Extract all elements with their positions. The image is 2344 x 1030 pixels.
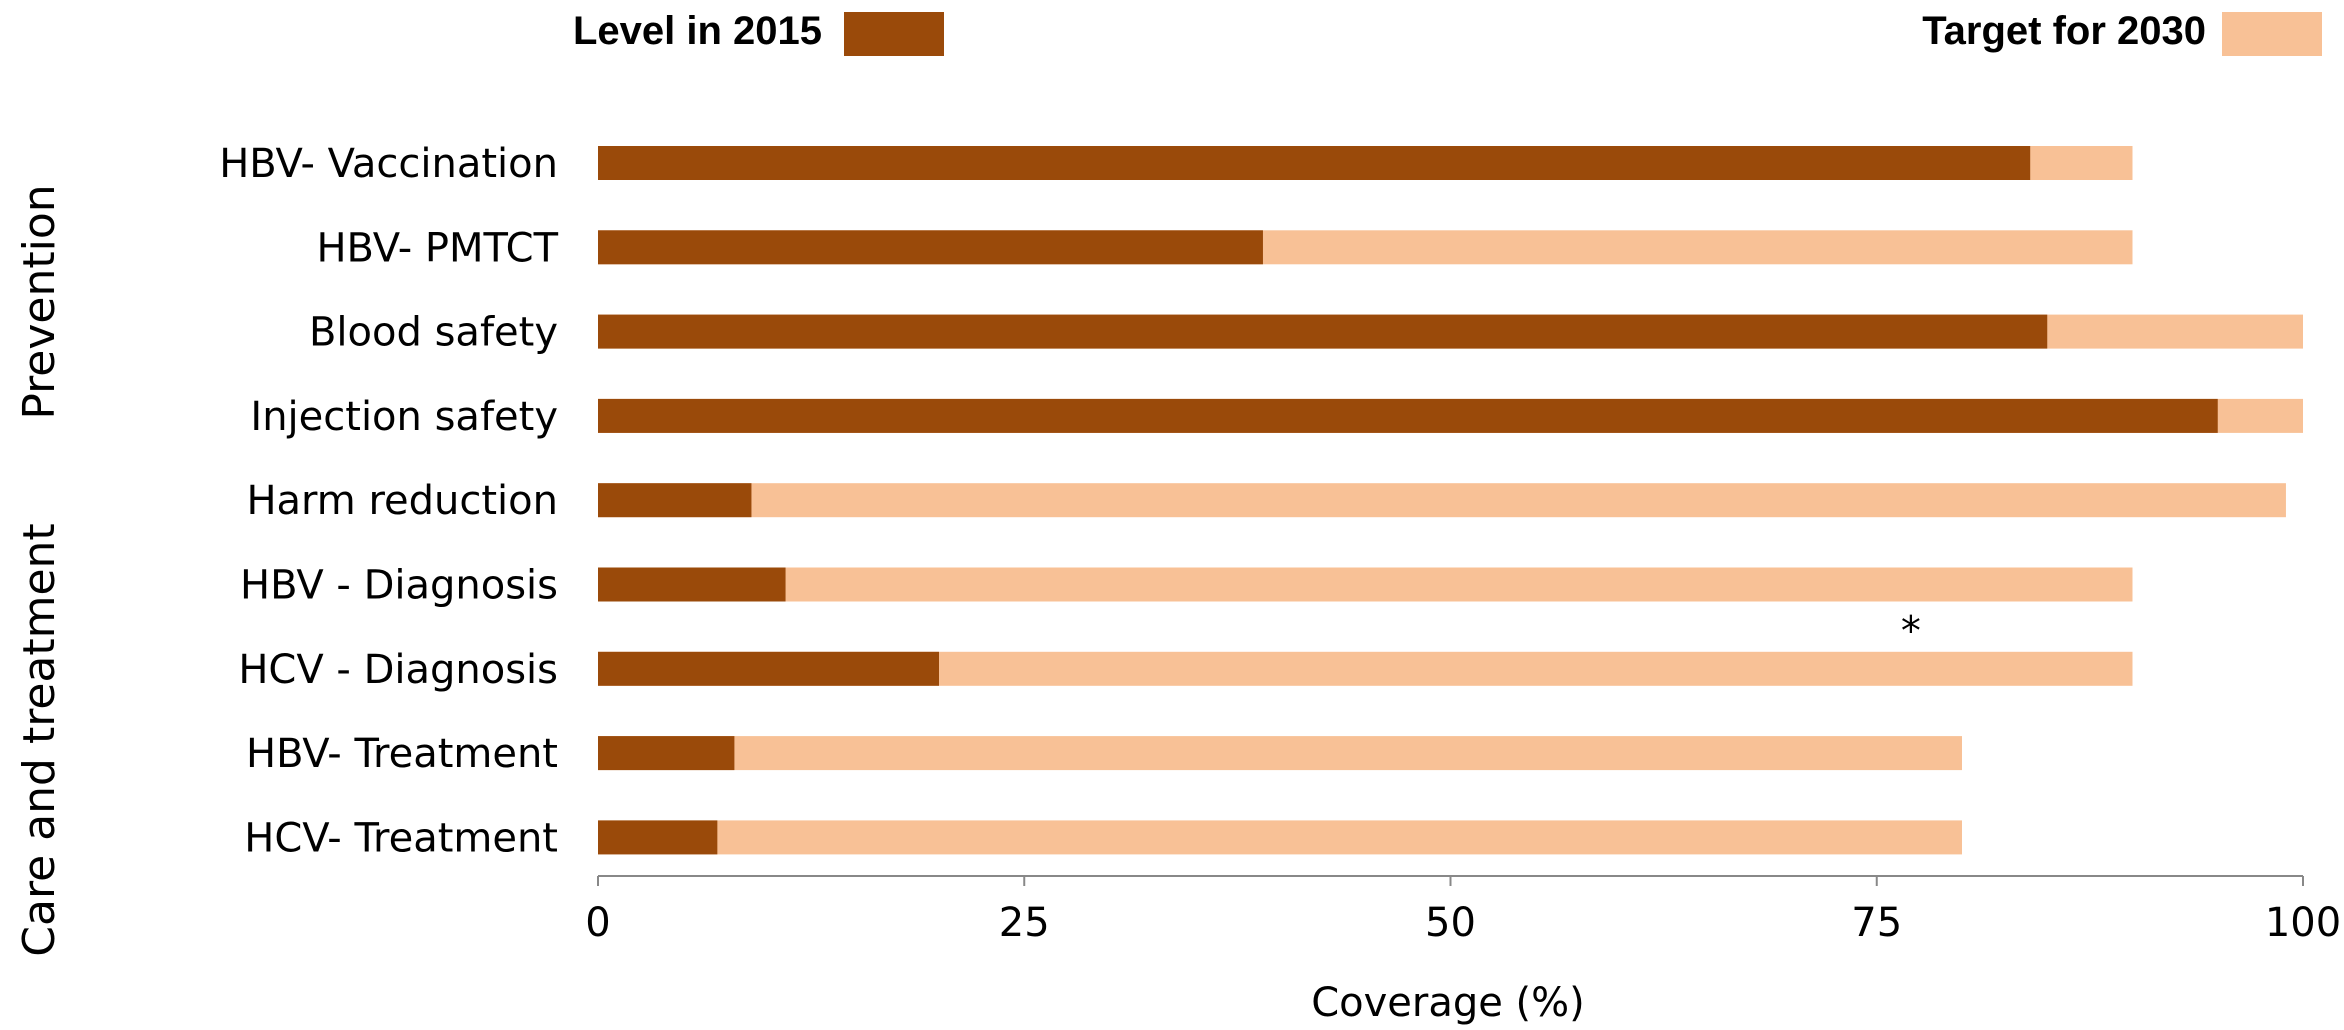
bar-target-2030-hcv-treatment <box>598 820 1962 855</box>
x-axis-title: Coverage (%) <box>1311 980 1585 1026</box>
x-axis: 0 25 50 75 100 <box>585 875 2341 946</box>
x-tick-label-0: 0 <box>585 900 610 946</box>
bar-level-2015-hbv-pmtct <box>598 230 1263 265</box>
legend-swatch-target-2030 <box>2222 12 2322 56</box>
bar-target-2030-hbv-diagnosis <box>598 567 2133 602</box>
bar-level-2015-blood-safety <box>598 314 2048 349</box>
bar-level-2015-injection-safety <box>598 398 2218 433</box>
legend-label-level-2015: Level in 2015 <box>573 9 822 53</box>
bar-target-2030-harm-reduction <box>598 483 2286 518</box>
category-label-hbv-treatment: HBV- Treatment <box>246 731 558 777</box>
bar-level-2015-hbv-vaccination <box>598 146 2031 180</box>
category-label-hbv-diagnosis: HBV - Diagnosis <box>240 563 558 609</box>
bar-level-2015-harm-reduction <box>598 483 752 518</box>
category-label-harm-reduction: Harm reduction <box>246 478 558 524</box>
category-labels: HBV- Vaccination HBV- PMTCT Blood safety In… <box>219 141 558 861</box>
bars <box>598 146 2303 855</box>
annotation-asterisk: * <box>1901 609 1921 655</box>
category-label-hcv-diagnosis: HCV - Diagnosis <box>238 647 558 693</box>
x-tick-label-25: 25 <box>999 900 1050 946</box>
bar-level-2015-hbv-treatment <box>598 736 735 771</box>
bar-level-2015-hcv-treatment <box>598 820 718 855</box>
bar-level-2015-hcv-diagnosis <box>598 651 939 686</box>
x-tick-label-75: 75 <box>1851 900 1902 946</box>
x-tick-label-50: 50 <box>1425 900 1476 946</box>
legend-label-target-2030: Target for 2030 <box>1922 9 2206 53</box>
category-label-injection-safety: Injection safety <box>250 394 558 440</box>
category-label-hcv-treatment: HCV- Treatment <box>244 815 558 861</box>
bar-target-2030-hbv-treatment <box>598 736 1962 771</box>
group-label-prevention: Prevention <box>14 184 65 419</box>
group-label-care-and-treatment: Care and treatment <box>14 523 65 956</box>
category-label-blood-safety: Blood safety <box>309 310 558 356</box>
bar-level-2015-hbv-diagnosis <box>598 567 786 602</box>
category-label-hbv-vaccination: HBV- Vaccination <box>219 141 558 187</box>
legend-swatch-level-2015 <box>844 12 944 56</box>
x-tick-label-100: 100 <box>2265 900 2341 946</box>
legend: Level in 2015 Target for 2030 <box>573 9 2322 56</box>
category-label-hbv-pmtct: HBV- PMTCT <box>316 225 558 271</box>
